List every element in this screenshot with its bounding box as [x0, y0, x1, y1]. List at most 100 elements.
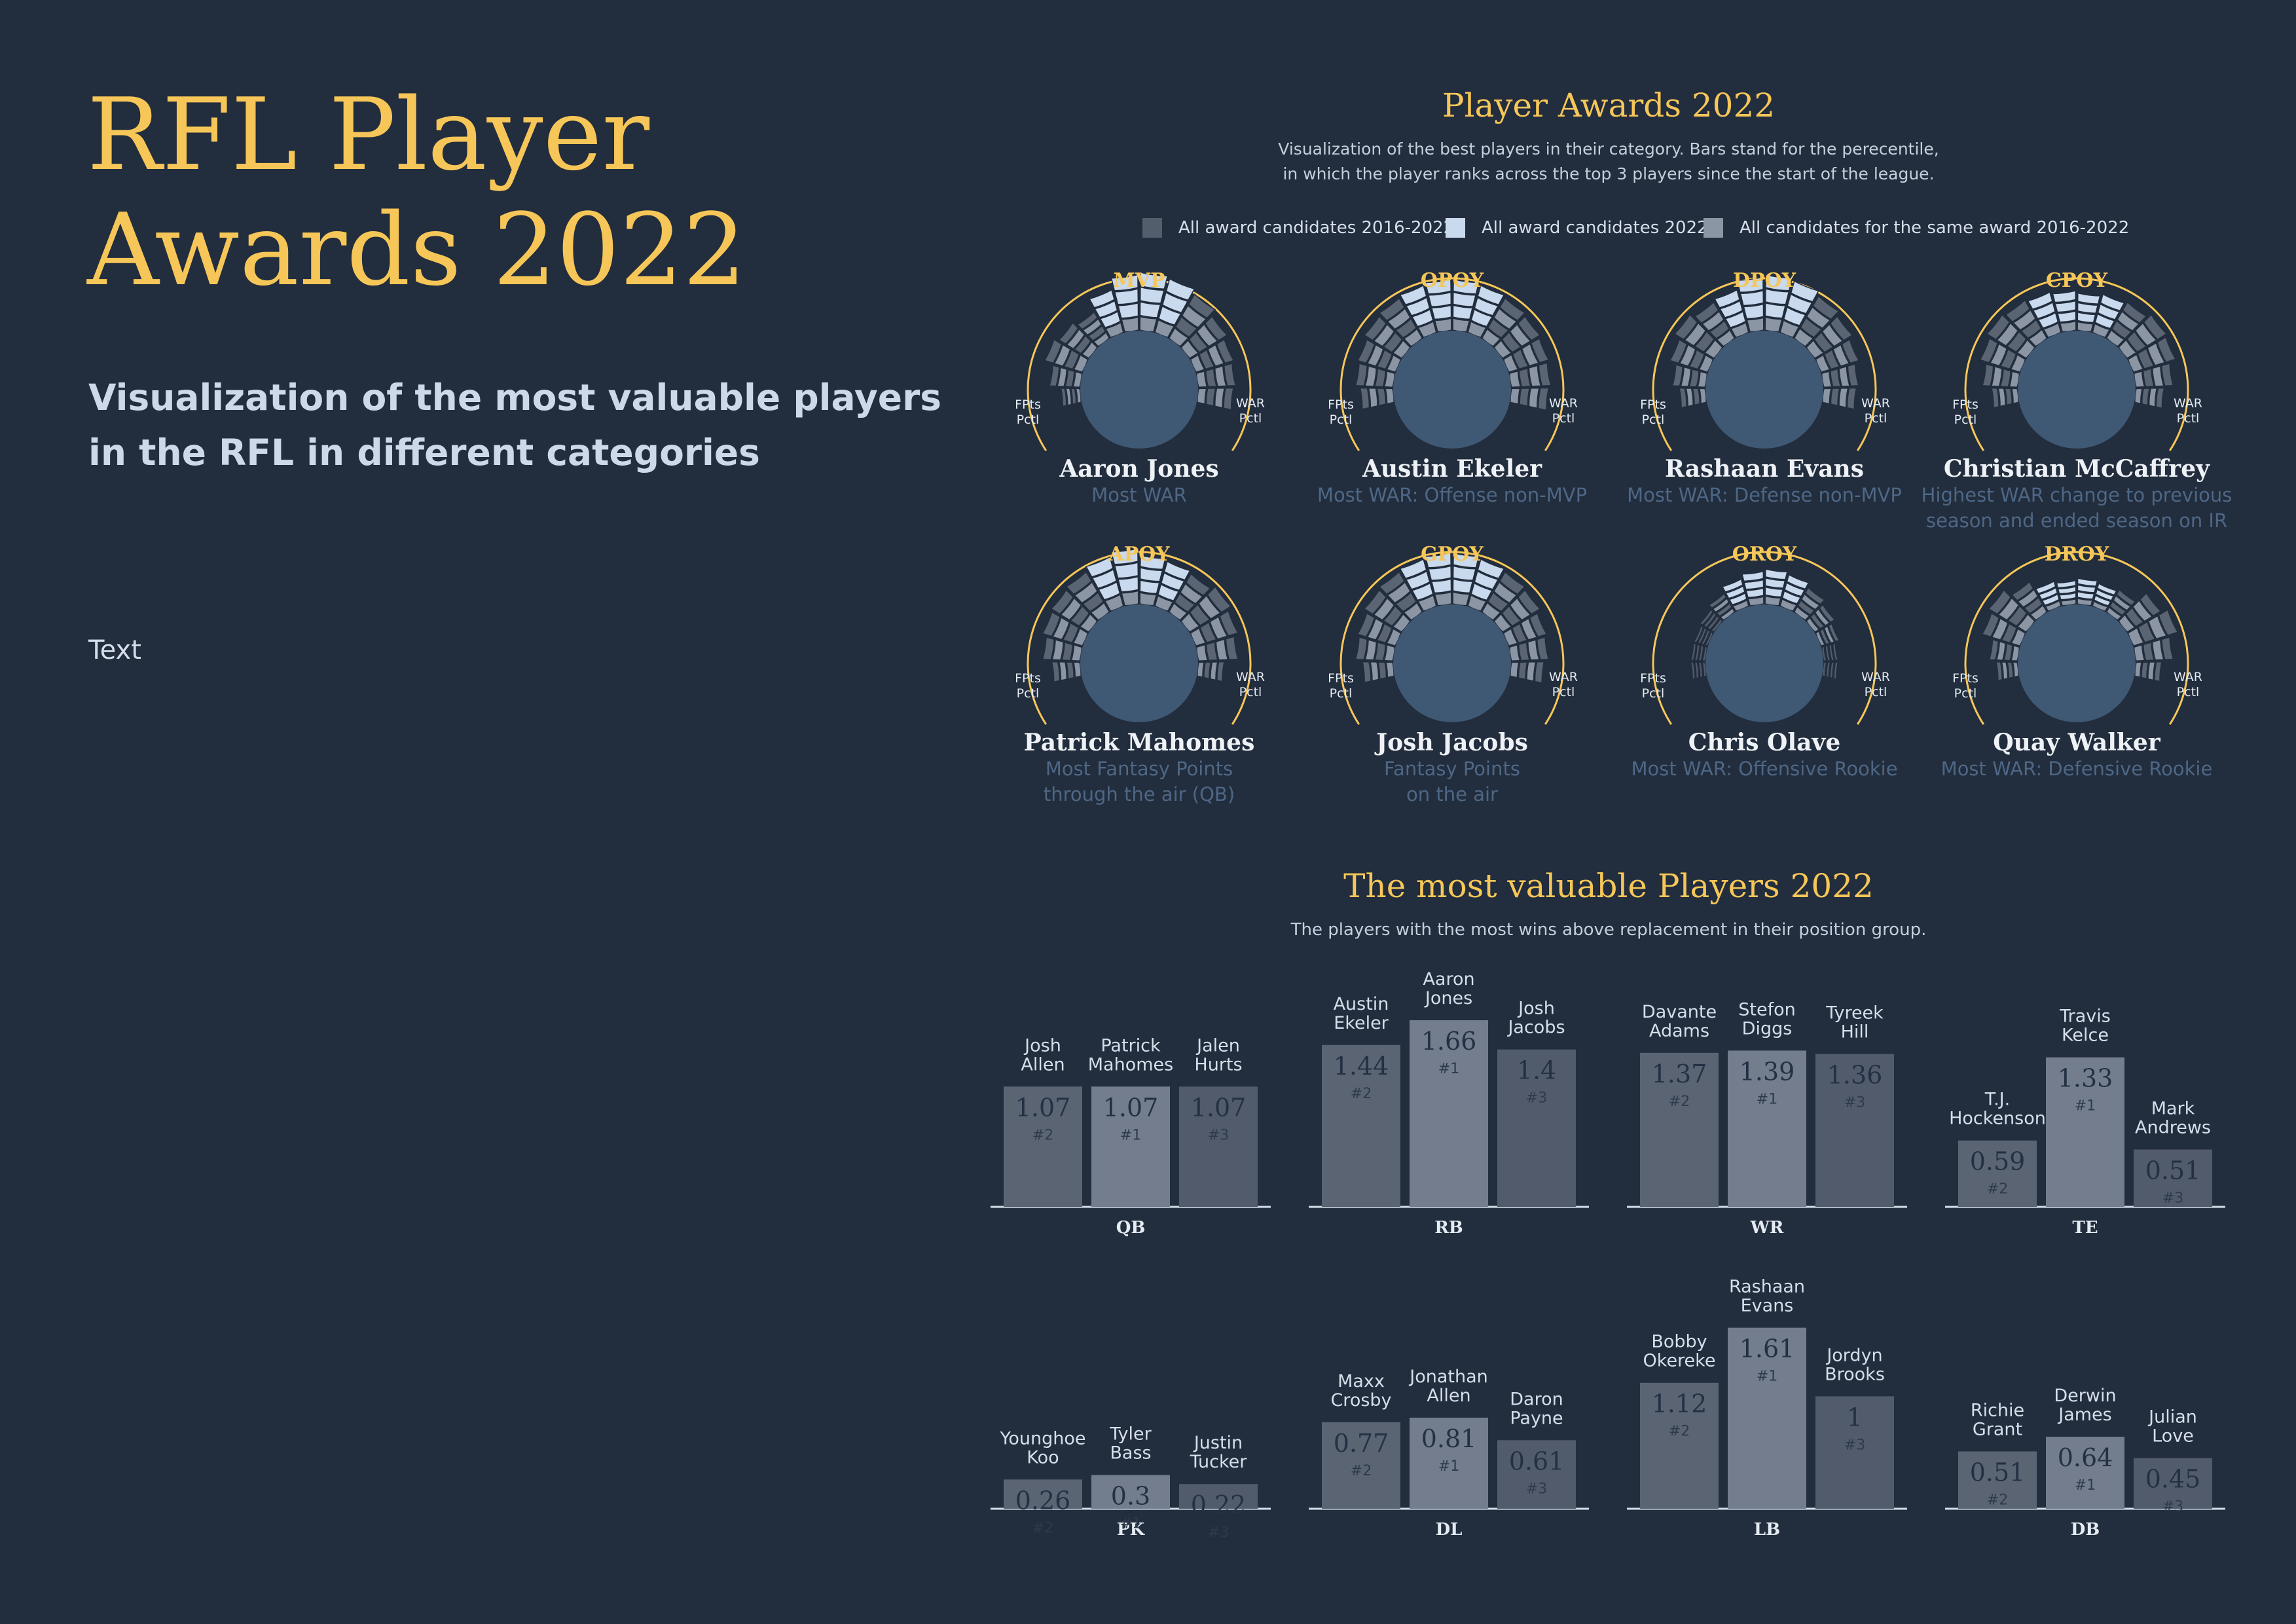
award-percentile-bar	[2134, 322, 2158, 346]
award-percentile-bar	[1764, 595, 1781, 606]
award-percentile-bar	[2058, 592, 2077, 600]
side-text: Text	[88, 635, 141, 665]
award-percentile-bar	[1846, 387, 1857, 410]
player-name: Chris Olave	[1688, 729, 1840, 756]
award-percentile-bar	[1430, 578, 1452, 594]
award-percentile-bar	[2140, 592, 2162, 617]
bars-subtitle: The players with the most wins above rep…	[1290, 920, 1927, 940]
award-description: Fantasy Points	[1384, 758, 1520, 780]
award-percentile-bar	[1214, 387, 1226, 409]
award-percentile-bar	[2001, 661, 2009, 680]
award-percentile-bar	[1470, 308, 1493, 327]
award-percentile-bar	[1470, 582, 1493, 601]
award-label: DROY	[2045, 543, 2109, 566]
award-percentile-bar	[1743, 579, 1764, 590]
award-percentile-bar	[1205, 367, 1218, 388]
award-percentile-bar	[1786, 574, 1810, 590]
bar	[2134, 1149, 2212, 1207]
award-percentile-bar	[1452, 578, 1474, 594]
award-percentile-bar	[1685, 388, 1694, 407]
bars-title: The most valuable Players 2022	[1343, 867, 1874, 905]
award-percentile-bar	[1399, 558, 1427, 580]
award-percentile-bar	[1140, 272, 1169, 289]
award-percentile-bar	[2154, 661, 2162, 682]
award-percentile-bar	[1051, 661, 1061, 683]
award-percentile-bar	[1477, 558, 1505, 580]
player-name-label: T.J.	[1984, 1090, 2010, 1110]
award-percentile-bar	[1355, 637, 1368, 661]
bar-value-label: 0.61	[1509, 1447, 1565, 1475]
axis-label-fpts: FPts	[1015, 397, 1041, 412]
player-name-label: Crosby	[1330, 1390, 1391, 1411]
award-percentile-bar	[1673, 314, 1698, 341]
player-name-label: Josh	[1517, 999, 1555, 1019]
bar-rank-label: #1	[1757, 1369, 1777, 1385]
award-percentile-bar	[1399, 284, 1427, 306]
award-percentile-bar	[2017, 589, 2039, 608]
award-percentile-bar	[1825, 644, 1831, 661]
award-percentile-bar	[1050, 589, 1074, 615]
award-percentile-bar	[2056, 310, 2077, 323]
award-guide-arc	[1339, 551, 1565, 726]
award-description: season and ended season on IR	[1926, 509, 2227, 532]
award-percentile-bar	[1165, 278, 1195, 301]
award-percentile-bar	[1042, 637, 1055, 661]
award-percentile-bar	[1061, 641, 1074, 661]
award-center-circle	[1705, 331, 1823, 449]
axis-label-war: WAR	[2174, 670, 2202, 684]
award-percentile-bar	[1829, 315, 1853, 341]
award-center-circle	[1080, 604, 1198, 722]
award-percentile-bar	[1385, 661, 1394, 678]
award-percentile-bar	[1366, 344, 1384, 367]
award-percentile-bar	[1830, 368, 1842, 388]
awards-header: Player Awards 2022 Visualization of the …	[1278, 86, 1939, 183]
award-center-circle	[1393, 331, 1511, 449]
award-percentile-bar	[1694, 301, 1719, 324]
player-name-label: Maxx	[1338, 1371, 1385, 1392]
award-percentile-bar	[1205, 388, 1216, 407]
award-percentile-bar	[1065, 571, 1092, 595]
award-percentile-bar	[1042, 611, 1061, 637]
award-percentile-bar	[1368, 387, 1378, 409]
bar-rank-label: #3	[1844, 1095, 1865, 1111]
award-percentile-bar	[1713, 289, 1740, 308]
legend-label: All candidates for the same award 2016-2…	[1740, 218, 2129, 238]
bar-rank-label: #2	[1669, 1424, 1690, 1440]
award-percentile-bar	[1066, 328, 1085, 350]
position-label: DL	[1436, 1520, 1463, 1540]
award-percentile-bar	[1428, 291, 1452, 307]
award-percentile-bar	[1747, 596, 1764, 606]
award-percentile-bar	[1373, 323, 1395, 347]
award-percentile-bar	[2006, 330, 2027, 353]
award-percentile-bar	[1810, 612, 1825, 629]
award-percentile-bar	[1538, 387, 1550, 411]
award-percentile-bar	[1188, 293, 1216, 319]
legend-label: All award candidates 2022	[1482, 218, 1708, 238]
award-percentile-bar	[1822, 388, 1832, 405]
award-percentile-bar	[1708, 593, 1727, 609]
award-percentile-bar	[1740, 289, 1764, 306]
award-percentile-bar	[2157, 336, 2177, 363]
player-name-label: Hockenson	[1949, 1109, 2046, 1129]
award-percentile-bar	[1428, 565, 1452, 581]
player-name-label: Ekeler	[1334, 1013, 1389, 1033]
award-percentile-bar	[1509, 597, 1531, 621]
award-percentile-bar	[2041, 593, 2060, 606]
player-name-label: Derwin	[2054, 1386, 2116, 1406]
award-percentile-bar	[1057, 367, 1068, 387]
bar	[1728, 1327, 1806, 1509]
award-percentile-bar	[1430, 304, 1452, 320]
award-percentile-bar	[2122, 301, 2147, 324]
bar-rank-label: #2	[1032, 1127, 1053, 1143]
award-percentile-bar	[1997, 388, 2006, 407]
award-percentile-bar	[2094, 313, 2115, 329]
award-percentile-bar	[1197, 661, 1205, 678]
axis-label-war: WAR	[1861, 670, 1890, 684]
award-percentile-bar	[1357, 339, 1376, 364]
award-percentile-bar	[1694, 330, 1715, 353]
award-percentile-bar	[1099, 310, 1121, 328]
